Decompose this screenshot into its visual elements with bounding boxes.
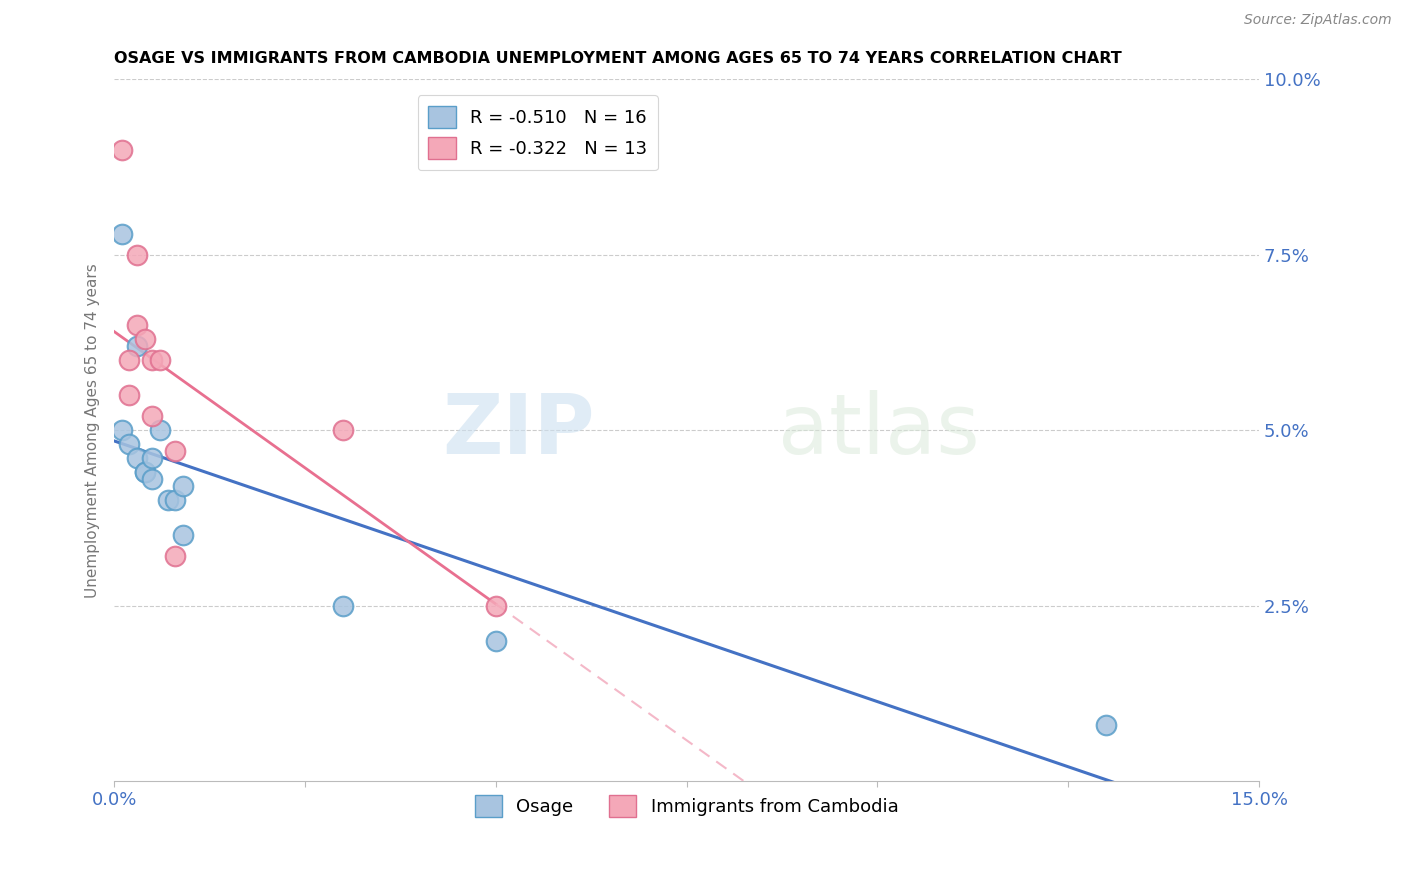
Point [111,143,134,157]
Point [134,465,156,479]
Point [111,423,134,437]
Point [165,493,187,508]
Point [111,227,134,241]
Point [1095,718,1118,732]
Point [332,599,354,613]
Legend: Osage, Immigrants from Cambodia: Osage, Immigrants from Cambodia [467,789,905,824]
Point [149,423,172,437]
Point [485,633,508,648]
Point [134,332,156,346]
Point [156,493,179,508]
Text: ZIP: ZIP [443,390,595,471]
Y-axis label: Unemployment Among Ages 65 to 74 years: Unemployment Among Ages 65 to 74 years [86,263,100,598]
Point [127,248,149,262]
Point [127,318,149,332]
Point [141,353,163,368]
Point [118,388,141,402]
Point [141,451,163,466]
Point [118,437,141,451]
Point [127,451,149,466]
Point [141,472,163,486]
Text: atlas: atlas [779,390,980,471]
Point [118,353,141,368]
Point [141,409,163,424]
Point [485,599,508,613]
Point [172,479,194,493]
Point [127,339,149,353]
Point [172,528,194,542]
Point [165,444,187,458]
Text: Source: ZipAtlas.com: Source: ZipAtlas.com [1244,13,1392,28]
Point [134,465,156,479]
Point [165,549,187,564]
Point [149,353,172,368]
Text: OSAGE VS IMMIGRANTS FROM CAMBODIA UNEMPLOYMENT AMONG AGES 65 TO 74 YEARS CORRELA: OSAGE VS IMMIGRANTS FROM CAMBODIA UNEMPL… [114,51,1122,66]
Point [332,423,354,437]
